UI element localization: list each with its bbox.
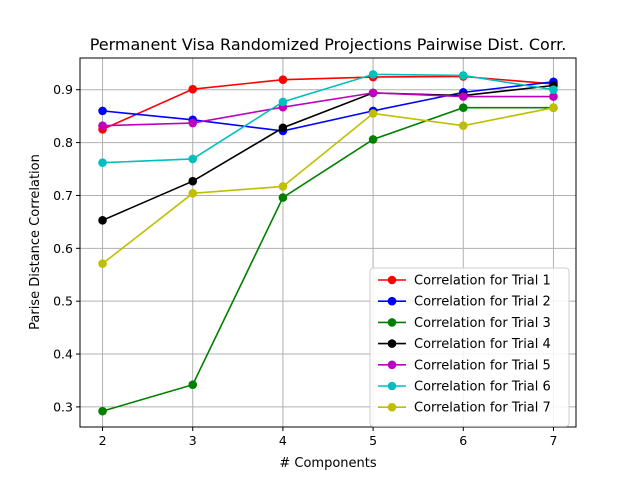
y-axis-ticks: 0.3 0.4 0.5 0.6 0.7 0.8 0.9 <box>53 82 80 414</box>
data-point <box>188 189 198 198</box>
x-tick-label: 7 <box>549 433 557 448</box>
y-axis-label: Parise Distance Correlation <box>28 154 43 330</box>
chart-title: Permanent Visa Randomized Projections Pa… <box>90 35 567 54</box>
series-trial-2 <box>98 77 558 136</box>
legend-item: Correlation for Trial 4 <box>378 337 551 352</box>
data-point <box>458 71 468 80</box>
legend-marker <box>387 402 397 412</box>
legend-label: Correlation for Trial 3 <box>414 316 551 331</box>
grid-lines <box>80 58 576 427</box>
legend: Correlation for Trial 1 Correlation for T… <box>369 267 570 427</box>
series-trial-4 <box>98 81 558 225</box>
x-axis-ticks: 2 3 4 5 6 7 <box>99 427 557 448</box>
x-axis-label: # Components <box>279 456 376 471</box>
data-point <box>368 135 378 144</box>
y-tick-label: 0.3 <box>53 399 73 414</box>
y-tick-label: 0.5 <box>53 294 73 309</box>
series-layer <box>98 70 558 416</box>
legend-item: Correlation for Trial 5 <box>378 358 551 373</box>
data-point <box>368 88 378 98</box>
y-tick-label: 0.9 <box>53 82 73 97</box>
data-point <box>368 109 378 118</box>
data-point <box>458 103 468 112</box>
data-point <box>188 176 198 186</box>
data-point <box>188 154 198 164</box>
data-point <box>188 84 198 94</box>
legend-item: Correlation for Trial 6 <box>378 380 551 395</box>
legend-marker <box>387 339 397 348</box>
data-point <box>98 106 107 116</box>
legend-item: Correlation for Trial 1 <box>378 274 551 289</box>
y-tick-label: 0.4 <box>53 347 73 362</box>
x-tick-label: 2 <box>99 433 107 448</box>
data-point <box>278 75 288 84</box>
legend-item: Correlation for Trial 2 <box>378 295 551 310</box>
series-line <box>102 106 554 412</box>
legend-label: Correlation for Trial 6 <box>414 380 551 395</box>
data-point <box>278 97 288 107</box>
legend-marker <box>387 360 397 370</box>
x-tick-label: 6 <box>459 433 467 448</box>
data-point <box>368 70 378 79</box>
data-point <box>188 118 198 128</box>
y-tick-label: 0.7 <box>53 188 73 203</box>
data-point <box>549 103 558 112</box>
data-point <box>188 380 198 390</box>
legend-marker <box>387 381 397 391</box>
data-point <box>549 85 558 95</box>
legend-label: Correlation for Trial 2 <box>414 295 551 310</box>
x-tick-label: 4 <box>279 433 287 448</box>
data-point <box>98 121 107 130</box>
legend-marker <box>387 318 397 327</box>
series-line <box>102 73 554 164</box>
legend-marker <box>387 296 397 306</box>
series-trial-7 <box>98 103 558 268</box>
series-line <box>102 80 554 132</box>
series-line <box>102 106 554 265</box>
data-point <box>278 123 288 133</box>
legend-label: Correlation for Trial 1 <box>414 274 551 289</box>
data-point <box>549 92 558 101</box>
data-point <box>98 406 107 416</box>
plot-frame <box>79 57 577 428</box>
x-tick-label: 5 <box>369 433 377 448</box>
series-line <box>102 84 554 222</box>
legend-label: Correlation for Trial 4 <box>414 337 551 352</box>
data-point <box>278 182 288 191</box>
legend-label: Correlation for Trial 5 <box>414 358 551 373</box>
data-point <box>278 193 288 202</box>
legend-item: Correlation for Trial 3 <box>378 316 551 331</box>
series-line <box>102 92 554 127</box>
x-tick-label: 3 <box>189 433 197 448</box>
series-trial-6 <box>98 70 558 167</box>
data-point <box>98 158 107 167</box>
legend-box <box>369 267 570 427</box>
series-trial-5 <box>98 88 558 130</box>
data-point <box>458 92 468 101</box>
legend-label: Correlation for Trial 7 <box>414 401 551 416</box>
data-point <box>458 121 468 130</box>
y-tick-label: 0.8 <box>53 135 73 150</box>
y-tick-label: 0.6 <box>53 241 73 256</box>
legend-item: Correlation for Trial 7 <box>378 401 551 416</box>
data-point <box>98 259 107 268</box>
legend-marker <box>387 275 397 285</box>
data-point <box>98 215 107 225</box>
